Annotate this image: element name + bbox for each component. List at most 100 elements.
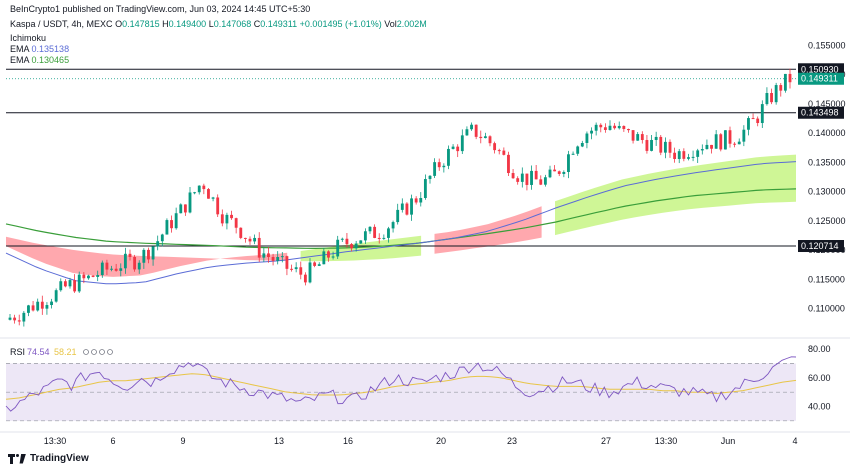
candle-body-105: [493, 143, 497, 151]
candle-body-114: [534, 170, 538, 180]
candle-body-166: [774, 85, 778, 103]
level-tag-3: [798, 240, 844, 253]
candle-body-111: [520, 173, 524, 182]
ema-slow-line: [5, 188, 797, 250]
candle-body-46: [220, 214, 224, 224]
candle-body-71: [336, 239, 340, 257]
candle-body-89: [419, 198, 423, 203]
candle-body-136: [636, 134, 640, 141]
candle-body-61: [290, 268, 293, 270]
time-tick-2: 9: [180, 436, 185, 446]
candle-body-72: [340, 238, 344, 240]
candle-body-102: [479, 136, 483, 139]
horizontal-levels: [6, 68, 796, 247]
l-value: 0.147068: [213, 19, 252, 29]
candle-body-29: [142, 249, 146, 263]
candle-body-123: [576, 146, 580, 154]
candle-body-56: [267, 253, 270, 258]
candle-body-121: [567, 154, 570, 172]
ema-fast-line: [5, 161, 797, 285]
candle-body-127: [594, 124, 598, 131]
candle-body-141: [659, 136, 663, 153]
last-price-tag: [798, 72, 844, 85]
symbol-legend: Kaspa / USDT, 4h, MEXC O0.147815 H0.1494…: [10, 19, 427, 30]
candle-body-147: [687, 157, 690, 159]
candle-body-84: [396, 209, 400, 223]
candle-body-110: [516, 178, 520, 182]
tradingview-footer[interactable]: TradingView: [8, 453, 89, 464]
rsi-pane[interactable]: 80.00 60.00 40.00 RSI 74.54 58.21: [0, 337, 850, 422]
candle-body-132: [617, 125, 621, 129]
candle-body-151: [705, 144, 709, 150]
rsi-ma-line: [5, 373, 797, 400]
time-axis[interactable]: 13:30 6 9 13 16 20 23 27 13:30 Jun 4: [0, 431, 850, 446]
candle-body-118: [553, 169, 557, 172]
rsi-label: RSI: [10, 347, 25, 357]
candle-body-87: [410, 198, 413, 215]
candle-body-11: [59, 281, 63, 291]
candle-body-57: [271, 257, 275, 261]
candle-body-108: [507, 154, 510, 174]
price-tick-3: 0.140000: [808, 128, 846, 138]
candle-body-92: [433, 162, 437, 176]
candle-body-82: [387, 228, 390, 238]
candle-body-6: [36, 301, 40, 311]
candle-body-137: [640, 134, 644, 141]
candle-body-94: [442, 165, 446, 168]
candle-body-101: [474, 124, 478, 137]
time-tick-8: 13:30: [655, 436, 678, 446]
time-tick-1: 6: [110, 436, 115, 446]
candle-body-158: [737, 141, 741, 145]
candle-body-100: [470, 124, 473, 130]
candle-body-112: [525, 173, 529, 185]
candle-body-139: [650, 139, 653, 151]
time-tick-0: 13:30: [44, 436, 67, 446]
candle-body-77: [363, 231, 367, 241]
candle-body-96: [451, 146, 455, 149]
candle-body-37: [179, 204, 183, 214]
candle-body-76: [359, 240, 363, 244]
candle-body-167: [779, 85, 783, 91]
candle-body-154: [719, 134, 723, 150]
last-price-label: 0.149311: [801, 74, 838, 84]
candle-body-51: [243, 237, 247, 239]
candle-body-3: [22, 312, 26, 322]
tradingview-logo-icon: [8, 453, 26, 464]
candle-body-17: [87, 275, 90, 279]
rsi-option-icon-3: [107, 349, 113, 355]
candle-body-85: [400, 203, 404, 210]
candle-body-31: [151, 246, 155, 260]
candle-body-134: [627, 129, 630, 131]
candle-body-109: [511, 173, 515, 179]
candle-body-129: [603, 127, 607, 130]
candle-body-135: [631, 130, 635, 141]
time-tick-10: 4: [792, 436, 797, 446]
candle-body-145: [677, 151, 681, 160]
candle-body-78: [368, 226, 372, 232]
o-value: 0.147815: [122, 19, 160, 29]
candle-body-36: [174, 213, 178, 229]
ichimoku-cloud: [6, 154, 796, 277]
rsi-value: 74.54: [27, 347, 50, 357]
ema-lines: [5, 161, 797, 285]
candle-body-157: [733, 143, 737, 145]
candle-body-90: [423, 179, 427, 199]
ema-fast-legend[interactable]: EMA 0.135138: [10, 44, 69, 55]
ichimoku-legend[interactable]: Ichimoku: [10, 33, 47, 43]
candle-body-140: [654, 136, 658, 140]
candle-body-75: [354, 243, 358, 249]
candle-body-20: [100, 262, 104, 276]
cloud-bear-2: [434, 206, 542, 254]
candle-body-156: [728, 130, 732, 144]
candle-body-124: [580, 142, 584, 147]
h-label: H: [162, 19, 169, 29]
candle-body-58: [276, 257, 280, 261]
ema-slow-legend[interactable]: EMA 0.130465: [10, 55, 69, 66]
price-tick-2: 0.145000: [808, 99, 846, 109]
candle-body-53: [253, 237, 257, 242]
candle-body-155: [723, 130, 727, 150]
candle-body-80: [377, 237, 381, 239]
candle-body-52: [248, 238, 252, 242]
